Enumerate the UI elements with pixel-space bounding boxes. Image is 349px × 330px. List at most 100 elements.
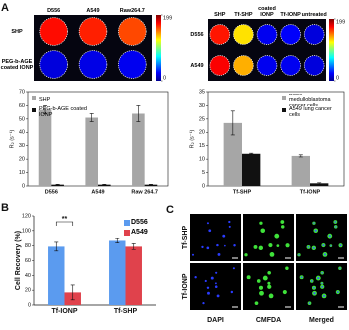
nucleus xyxy=(321,282,323,284)
column-label-box: untreated xyxy=(302,12,327,18)
y-tick-label: 5 xyxy=(202,170,205,176)
well xyxy=(39,50,68,79)
nucleus xyxy=(323,294,326,297)
row-label: SHP xyxy=(11,28,23,35)
y-axis-label: R₂ (s⁻¹) xyxy=(189,129,195,148)
cell xyxy=(214,282,217,285)
error-bar xyxy=(136,105,141,122)
cell xyxy=(253,244,258,249)
cell xyxy=(281,225,285,229)
error-bar xyxy=(43,105,48,114)
well xyxy=(209,24,231,45)
legend-label: PEG-b-AGE coated IONP xyxy=(39,106,87,118)
x-tick-label: Tf-IONP xyxy=(51,308,77,315)
x-tick-label: A549 xyxy=(91,189,104,195)
bar xyxy=(125,246,142,305)
colorbar-label: 199 xyxy=(163,15,172,21)
well xyxy=(233,55,254,76)
legend-label: D556 xyxy=(131,219,148,226)
well xyxy=(118,50,147,79)
legend-swatch xyxy=(124,220,130,226)
x-tick-label: Tf-IONP xyxy=(300,189,321,195)
well xyxy=(209,55,231,76)
column-label: CMFDA xyxy=(256,317,281,324)
column-label-box: A549 xyxy=(86,8,99,14)
cell xyxy=(274,233,280,239)
bar xyxy=(310,183,329,186)
nucleus xyxy=(312,246,315,249)
y-tick-label: 20 xyxy=(199,130,205,136)
cell xyxy=(204,279,207,283)
y-tick-label: 15 xyxy=(199,143,205,149)
significance-bracket xyxy=(55,221,74,226)
well xyxy=(233,24,254,45)
cell xyxy=(208,229,212,233)
error-bar xyxy=(298,154,303,158)
error-bar xyxy=(317,182,322,185)
well xyxy=(256,24,278,45)
nucleus xyxy=(310,280,313,282)
nucleus xyxy=(298,254,300,256)
well xyxy=(118,17,147,46)
panel-label: A xyxy=(1,2,9,14)
micrograph xyxy=(190,214,241,261)
legend-label: A549 xyxy=(131,229,148,236)
cell xyxy=(258,285,264,290)
y-tick-label: 70 xyxy=(19,89,25,95)
bar xyxy=(132,113,145,186)
bar xyxy=(242,153,261,186)
row-label: Tf-SHP xyxy=(182,226,189,250)
y-axis-label: Cell Recovery (%) xyxy=(15,231,22,290)
x-tick-label: Tf-SHP xyxy=(233,189,252,195)
nucleus xyxy=(321,285,324,288)
y-tick-label: 10 xyxy=(19,170,25,176)
nucleus xyxy=(328,235,331,238)
y-tick-label: 30 xyxy=(199,103,205,109)
y-tick-label: 25 xyxy=(199,116,205,122)
legend-label-box: D556 xyxy=(131,219,148,226)
error-bar xyxy=(230,110,235,136)
y-tick-label: 80 xyxy=(25,243,31,249)
nucleus xyxy=(339,267,341,270)
cell xyxy=(206,246,210,250)
error-bar xyxy=(89,113,94,122)
y-tick-label: 10 xyxy=(199,157,205,163)
cell xyxy=(206,222,209,225)
cell xyxy=(259,221,263,225)
legend-swatch xyxy=(282,108,286,112)
nucleus xyxy=(336,291,339,293)
y-tick-label: 100 xyxy=(22,228,31,234)
column-label: DAPI xyxy=(207,317,224,324)
error-bar xyxy=(102,183,107,186)
legend-swatch xyxy=(32,108,36,112)
cell xyxy=(194,276,197,279)
nucleus xyxy=(313,222,315,225)
cell xyxy=(217,252,221,256)
y-tick-label: 35 xyxy=(199,89,205,95)
cell xyxy=(268,293,274,299)
cell xyxy=(216,243,219,247)
cell xyxy=(206,286,210,290)
column-label: Tf-SHP xyxy=(234,12,253,18)
column-label: Merged xyxy=(309,317,334,324)
cell xyxy=(258,245,264,251)
cell xyxy=(232,267,235,270)
error-bar xyxy=(131,243,136,250)
legend-label-box: A549 xyxy=(131,229,148,236)
nucleus xyxy=(314,229,317,232)
y-axis-label: R₂ (s⁻¹) xyxy=(9,129,15,148)
annotation: ** xyxy=(62,216,68,223)
cell xyxy=(262,275,268,281)
well xyxy=(280,55,301,76)
plot-frame xyxy=(207,91,345,187)
nucleus xyxy=(300,276,303,279)
well xyxy=(39,17,68,46)
column-label-box: Tf-SHP xyxy=(234,12,253,18)
column-label: SHP xyxy=(214,12,226,18)
column-label-box: SHP xyxy=(214,12,226,18)
cell xyxy=(256,279,261,283)
nucleus xyxy=(334,226,337,228)
bar xyxy=(223,122,242,186)
well xyxy=(303,55,325,76)
x-tick-label: Raw 264.7 xyxy=(131,189,158,195)
